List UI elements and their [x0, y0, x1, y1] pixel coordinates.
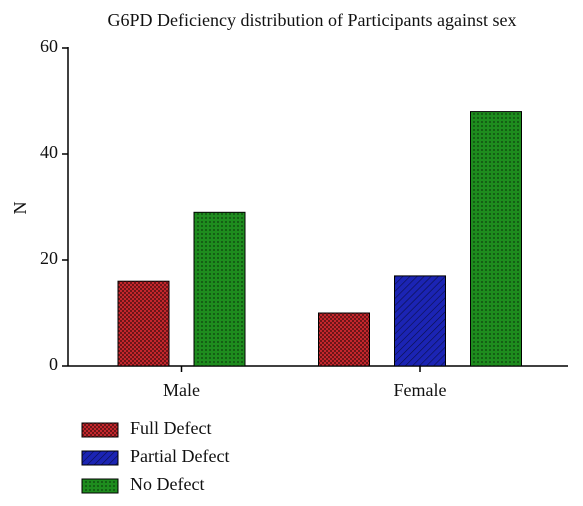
bar-pattern — [394, 275, 446, 366]
chart-title: G6PD Deficiency distribution of Particip… — [108, 10, 517, 30]
bar-pattern — [470, 111, 522, 366]
bar-pattern — [318, 313, 370, 366]
bar-pattern — [118, 281, 169, 366]
legend-label: Partial Defect — [130, 446, 229, 466]
legend-swatch-pattern — [82, 423, 118, 437]
legend-label: No Defect — [130, 474, 204, 494]
x-tick-label: Male — [163, 380, 200, 400]
y-tick-label: 60 — [40, 36, 58, 56]
legend-swatch-pattern — [82, 451, 118, 465]
y-tick-label: 40 — [40, 142, 58, 162]
legend-label: Full Defect — [130, 418, 211, 438]
y-tick-label: 0 — [49, 354, 58, 374]
legend-swatch-pattern — [82, 479, 118, 493]
y-tick-label: 20 — [40, 248, 58, 268]
y-axis-label: N — [10, 202, 30, 215]
x-tick-label: Female — [394, 380, 447, 400]
bar-pattern — [194, 212, 245, 366]
